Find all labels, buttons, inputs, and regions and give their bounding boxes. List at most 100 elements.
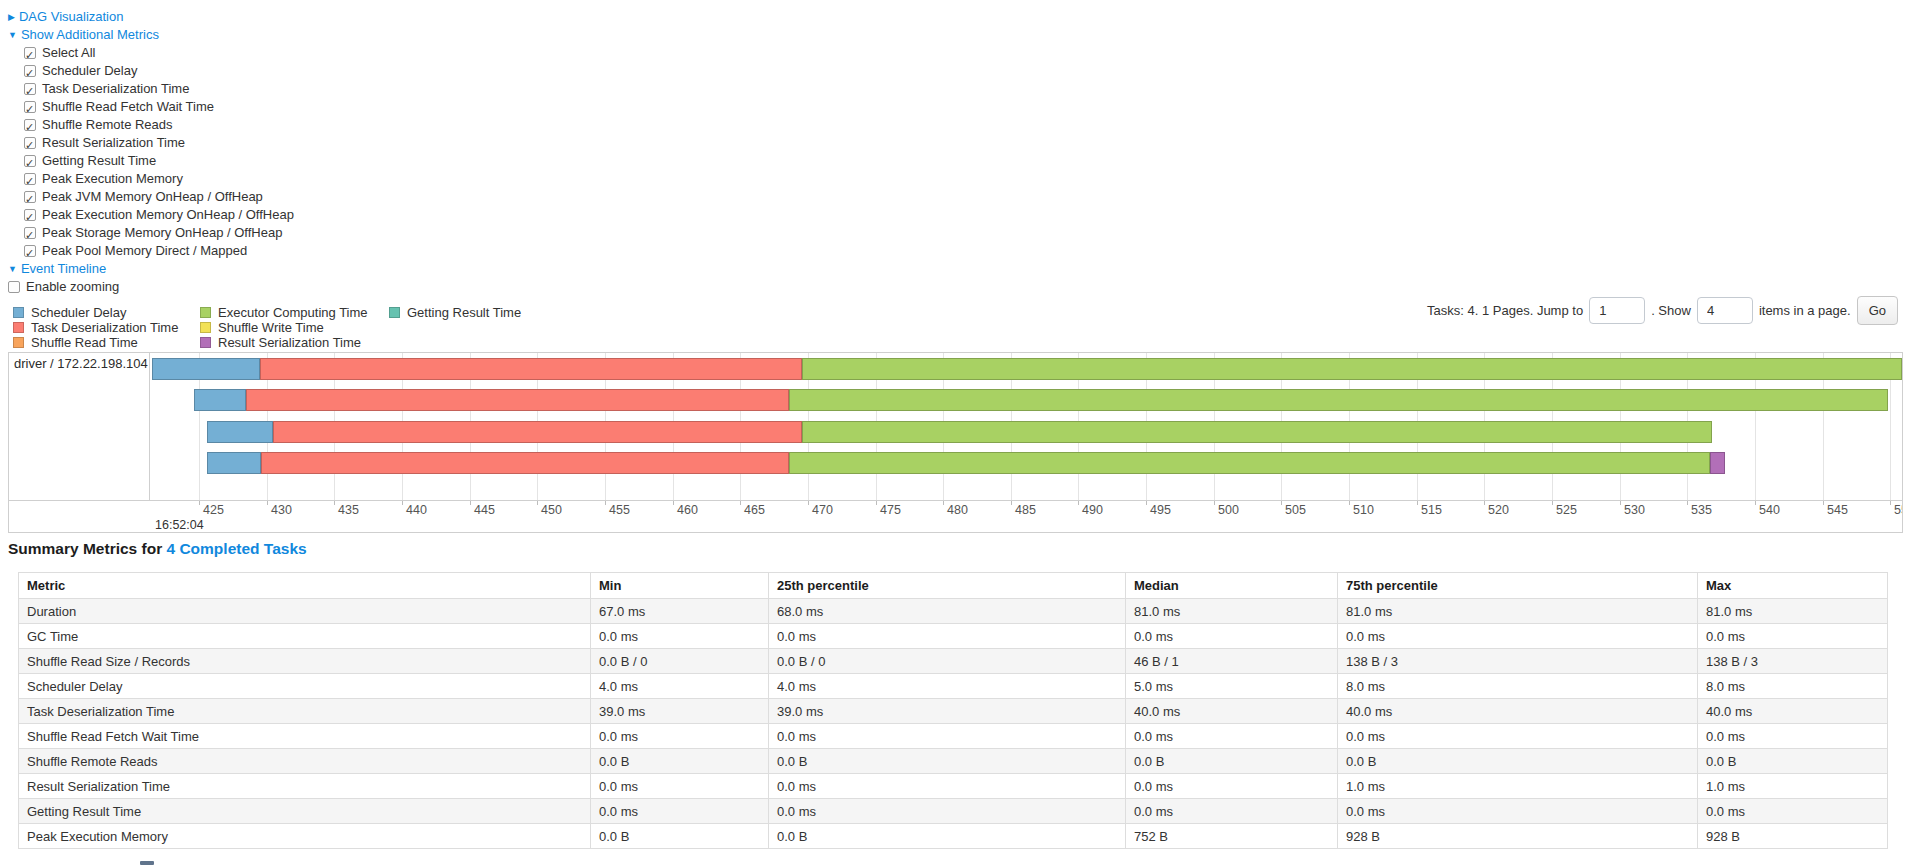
enable-zooming-checkbox[interactable] [8,281,20,293]
timeline-plot-area[interactable] [9,353,1902,500]
value-cell: 0.0 ms [769,799,1126,824]
timeline-bar-segment-task-deserialization[interactable] [246,389,789,411]
enable-zooming-option[interactable]: Enable zooming [8,278,294,296]
metric-checkbox-item[interactable]: Shuffle Remote Reads [24,116,294,134]
checkbox[interactable] [24,101,36,113]
table-header-median: Median [1126,573,1338,599]
completed-tasks-link[interactable]: 4 Completed Tasks [167,540,307,557]
axis-tick-label: 425 [203,503,224,517]
legend-swatch [200,337,211,348]
go-button[interactable]: Go [1857,296,1898,325]
timeline-bar-segment-executor-computing[interactable] [802,421,1712,443]
legend-swatch [13,337,24,348]
metric-checkbox-item[interactable]: Peak Execution Memory [24,170,294,188]
value-cell: 8.0 ms [1698,674,1888,699]
checkbox[interactable] [24,209,36,221]
checkbox[interactable] [24,173,36,185]
table-row: Shuffle Read Size / Records0.0 B / 00.0 … [19,649,1888,674]
timeline-bar-segment-scheduler-delay[interactable] [207,452,261,474]
legend-label: Result Serialization Time [218,335,361,350]
legend-label: Executor Computing Time [218,305,368,320]
axis-tick [1214,501,1215,505]
axis-tick [1687,501,1688,505]
table-row: Shuffle Read Fetch Wait Time 0.0 ms0.0 ms… [19,724,1888,749]
checkbox[interactable] [24,83,36,95]
value-cell: 752 B [1126,824,1338,849]
timeline-bar-segment-scheduler-delay[interactable] [207,421,273,443]
axis-tick-label: 430 [271,503,292,517]
jump-to-page-input[interactable] [1589,297,1645,324]
timeline-bar-segment-executor-computing[interactable] [789,452,1710,474]
metric-checkbox-list: Select AllScheduler DelayTask Deserializ… [24,44,294,260]
legend-label: Getting Result Time [407,305,521,320]
metric-cell: Shuffle Remote Reads [19,749,591,774]
metric-cell: Duration [19,599,591,624]
pagination-text: items in a page. [1759,303,1851,318]
metric-cell: Shuffle Read Size / Records [19,649,591,674]
timeline-bar-segment-task-deserialization[interactable] [273,421,802,443]
axis-tick [1281,501,1282,505]
checkbox[interactable] [24,65,36,77]
value-cell: 5.0 ms [1126,674,1338,699]
checkbox[interactable] [24,47,36,59]
checkbox-label: Shuffle Remote Reads [42,117,173,132]
axis-tick-label: 500 [1218,503,1239,517]
axis-tick [267,501,268,505]
executor-group-label: driver / 172.22.198.104 [9,353,150,500]
axis-tick [605,501,606,505]
table-row: GC Time0.0 ms0.0 ms0.0 ms0.0 ms0.0 ms [19,624,1888,649]
timeline-bar-segment-scheduler-delay[interactable] [152,358,260,380]
axis-tick-label: 520 [1488,503,1509,517]
checkbox[interactable] [24,227,36,239]
value-cell: 0.0 ms [769,624,1126,649]
value-cell: 67.0 ms [591,599,769,624]
value-cell: 46 B / 1 [1126,649,1338,674]
value-cell: 0.0 ms [1338,724,1698,749]
timeline-bar-segment-executor-computing[interactable] [789,389,1888,411]
value-cell: 0.0 ms [1698,624,1888,649]
event-timeline-toggle[interactable]: ▼Event Timeline [8,260,294,278]
axis-tick [1349,501,1350,505]
value-cell: 0.0 B / 0 [591,649,769,674]
axis-tick-label: 475 [880,503,901,517]
metric-checkbox-item[interactable]: Scheduler Delay [24,62,294,80]
metric-cell: Shuffle Read Fetch Wait Time [19,724,591,749]
axis-tick [1146,501,1147,505]
timeline-bar-segment-task-deserialization[interactable] [260,358,802,380]
checkbox-label: Result Serialization Time [42,135,185,150]
axis-tick-label: 460 [677,503,698,517]
axis-tick [740,501,741,505]
metric-checkbox-item[interactable]: Task Deserialization Time [24,80,294,98]
checkbox[interactable] [24,191,36,203]
timeline-bar-segment-scheduler-delay[interactable] [194,389,246,411]
axis-tick-label: 525 [1556,503,1577,517]
value-cell: 0.0 B [1338,749,1698,774]
metric-checkbox-item[interactable]: Peak Storage Memory OnHeap / OffHeap [24,224,294,242]
metric-checkbox-item[interactable]: Peak Execution Memory OnHeap / OffHeap [24,206,294,224]
value-cell: 0.0 ms [1126,724,1338,749]
timeline-bar-segment-result-serialization[interactable] [1710,452,1725,474]
metric-checkbox-item[interactable]: Peak JVM Memory OnHeap / OffHeap [24,188,294,206]
show-additional-metrics-toggle[interactable]: ▼Show Additional Metrics [8,26,294,44]
value-cell: 0.0 ms [1126,799,1338,824]
dag-visualization-toggle[interactable]: ▶DAG Visualization [8,8,294,26]
metric-checkbox-item[interactable]: Result Serialization Time [24,134,294,152]
timeline-bar-segment-executor-computing[interactable] [802,358,1902,380]
legend-label: Scheduler Delay [31,305,126,320]
metric-checkbox-item[interactable]: Peak Pool Memory Direct / Mapped [24,242,294,260]
timeline-bar-segment-task-deserialization[interactable] [261,452,789,474]
value-cell: 8.0 ms [1338,674,1698,699]
axis-tick [470,501,471,505]
x-axis-line [9,500,1902,501]
checkbox[interactable] [24,137,36,149]
checkbox[interactable] [24,245,36,257]
metric-checkbox-item[interactable]: Shuffle Read Fetch Wait Time [24,98,294,116]
metric-checkbox-item[interactable]: Select All [24,44,294,62]
checkbox[interactable] [24,119,36,131]
metric-checkbox-item[interactable]: Getting Result Time [24,152,294,170]
value-cell: 0.0 ms [1338,799,1698,824]
checkbox[interactable] [24,155,36,167]
items-per-page-input[interactable] [1697,297,1753,324]
legend-column: Getting Result Time [389,306,521,321]
value-cell: 39.0 ms [769,699,1126,724]
